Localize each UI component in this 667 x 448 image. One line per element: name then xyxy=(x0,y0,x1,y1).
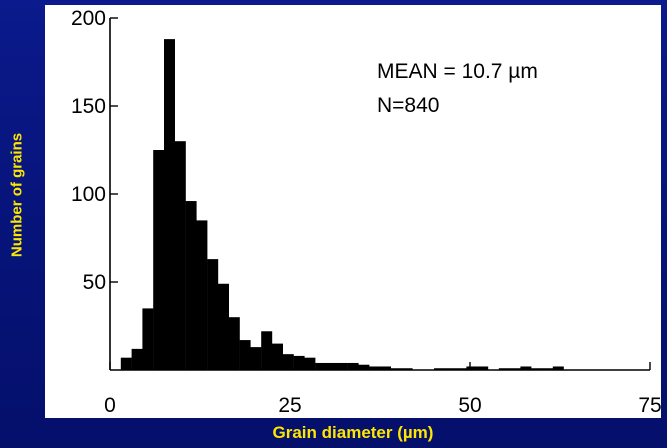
histogram-bar xyxy=(164,39,175,371)
x-tick-label: 25 xyxy=(278,394,301,417)
ticks-group: 50 100 150 200 0 25 50 75 xyxy=(71,7,662,417)
histogram-bar xyxy=(250,347,262,370)
histogram-bar xyxy=(326,362,337,370)
x-tick-label: 50 xyxy=(458,394,481,417)
bars-group xyxy=(120,39,564,371)
histogram-bar xyxy=(444,368,456,370)
histogram-bar xyxy=(380,366,391,370)
histogram-bar xyxy=(315,362,327,370)
histogram-bar xyxy=(304,357,316,370)
histogram-bar xyxy=(347,362,359,370)
histogram-bar xyxy=(390,368,402,370)
histogram-bar xyxy=(282,354,294,370)
histogram-bar xyxy=(218,283,229,370)
histogram-bar xyxy=(196,220,208,370)
histogram-bar xyxy=(531,368,543,370)
histogram-bar xyxy=(542,368,553,370)
y-tick-label: 50 xyxy=(83,271,106,294)
y-tick-label: 100 xyxy=(71,183,106,206)
histogram-bar xyxy=(401,368,413,370)
y-tick-label: 150 xyxy=(71,95,106,118)
histogram-bar xyxy=(434,368,445,370)
histogram-bar xyxy=(369,366,381,370)
histogram-bar xyxy=(293,355,305,370)
histogram-bar xyxy=(509,368,521,370)
histogram-bar xyxy=(477,366,489,370)
histogram-bar xyxy=(153,150,165,370)
histogram-bar xyxy=(520,366,532,370)
histogram-bar xyxy=(466,366,478,370)
histogram-bar xyxy=(207,259,219,370)
x-axis-title: Grain diameter (µm) xyxy=(272,423,434,442)
histogram-bar xyxy=(336,362,348,370)
mean-annotation: MEAN = 10.7 µm xyxy=(377,60,538,83)
count-annotation: N=840 xyxy=(377,94,439,117)
histogram-bar xyxy=(358,364,370,370)
histogram-bar xyxy=(272,343,283,370)
annotations-group: MEAN = 10.7 µm N=840 xyxy=(377,60,538,117)
histogram-bar xyxy=(455,368,467,370)
x-tick-label: 0 xyxy=(104,394,116,417)
y-tick-label: 200 xyxy=(71,7,106,30)
histogram-bar xyxy=(498,368,510,370)
histogram-bar xyxy=(185,201,197,370)
histogram-bar xyxy=(261,331,273,370)
histogram-bar xyxy=(142,308,154,370)
histogram-bar xyxy=(174,141,186,370)
histogram-bar xyxy=(120,357,132,370)
x-tick-label: 75 xyxy=(638,394,661,417)
histogram-bar xyxy=(131,348,143,370)
histogram-bar xyxy=(239,340,251,370)
histogram-bar xyxy=(228,317,240,370)
histogram-bar xyxy=(552,366,564,370)
